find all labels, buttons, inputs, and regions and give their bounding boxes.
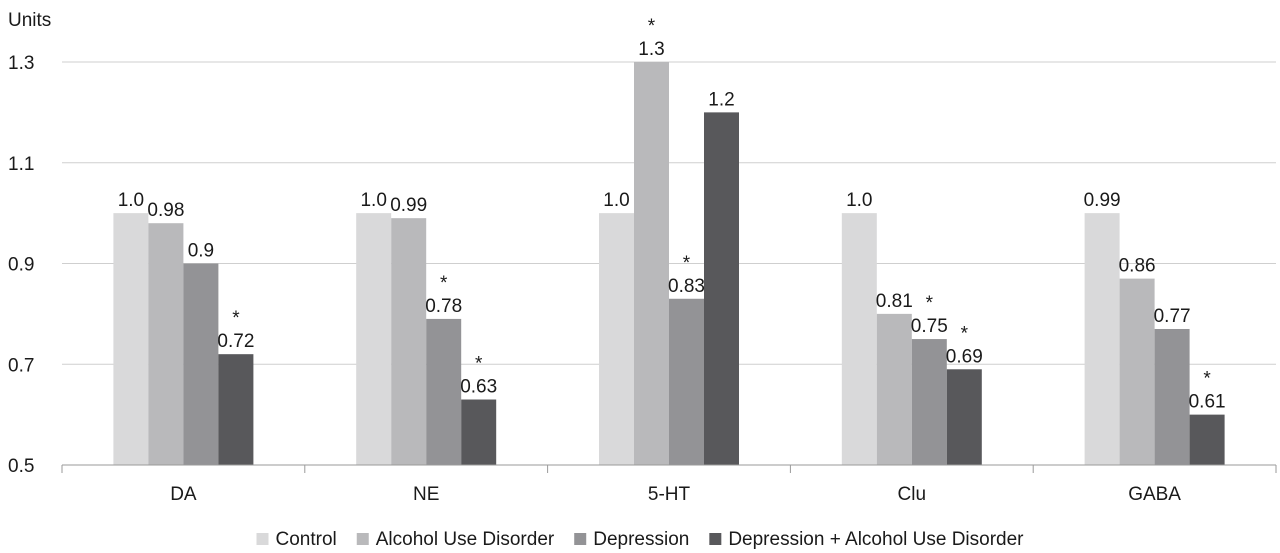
y-axis-unit-label: Units: [8, 10, 51, 31]
bar: [391, 218, 427, 465]
legend-label: Alcohol Use Disorder: [376, 529, 555, 550]
bar: [841, 213, 877, 465]
bar: [1084, 213, 1120, 465]
bar: [183, 263, 219, 465]
bar: [113, 213, 149, 465]
data-label: 0.86: [1119, 256, 1156, 277]
bar: [599, 213, 634, 465]
x-category-label: GABA: [1128, 484, 1181, 505]
x-category-label: DA: [170, 484, 197, 505]
significance-star: *: [440, 273, 448, 294]
y-tick-label: 0.9: [8, 255, 34, 276]
bar: [946, 369, 982, 465]
data-label: 0.78: [425, 296, 462, 317]
data-label: 0.98: [147, 200, 184, 221]
data-label: 0.69: [946, 346, 983, 367]
data-labels: 1.0 0.980.90.72*1.0 0.990.78*0.63*1.01.3*0…: [118, 16, 1226, 413]
data-label: 1.0: [118, 190, 144, 211]
bar: [911, 339, 947, 465]
y-axis-ticks: 0.5 0.7 0.9 1.1 1.3: [8, 53, 34, 477]
x-category-label: 5-HT: [648, 484, 691, 505]
data-label: 0.83: [668, 276, 705, 297]
bar: [704, 112, 739, 465]
significance-star: *: [475, 354, 483, 375]
y-tick-label: 1.1: [8, 154, 34, 175]
y-tick-label: 0.7: [8, 355, 34, 376]
data-label: 0.77: [1154, 306, 1191, 327]
data-label: 1.0: [846, 190, 872, 211]
legend-swatch: [574, 533, 587, 545]
significance-star: *: [961, 323, 969, 344]
bar: [669, 298, 704, 465]
significance-star: *: [1203, 369, 1211, 390]
data-label: 1.0: [360, 190, 386, 211]
significance-star: *: [648, 16, 656, 37]
significance-star: *: [926, 293, 934, 314]
data-label: 1.3: [638, 39, 664, 60]
legend: Control Alcohol Use Disorder Depression Dep…: [256, 529, 1024, 550]
legend-swatch: [256, 533, 269, 545]
significance-star: *: [683, 253, 691, 274]
data-label: 1.0: [603, 190, 629, 211]
legend-label: Depression + Alcohol Use Disorder: [728, 529, 1024, 550]
bar: [876, 313, 912, 465]
bars: [113, 62, 1225, 465]
bar: [1189, 414, 1225, 465]
bar: [218, 354, 254, 465]
bar: [426, 318, 462, 465]
legend-label: Control: [276, 529, 337, 550]
bar: [1119, 278, 1155, 465]
data-label: 0.72: [217, 331, 254, 352]
bar: [634, 62, 669, 465]
y-tick-label: 1.3: [8, 53, 34, 74]
significance-star: *: [232, 308, 240, 329]
legend-item: Alcohol Use Disorder: [356, 529, 555, 550]
legend-item: Control: [256, 529, 337, 550]
legend-label: Depression: [593, 529, 689, 550]
x-axis: DA NE 5-HT Clu GABA: [61, 464, 1277, 505]
x-category-label: NE: [413, 484, 439, 505]
bar: [1154, 328, 1190, 465]
bar: [356, 213, 392, 465]
legend-item: Depression: [574, 529, 689, 550]
legend-swatch: [356, 533, 369, 545]
data-label: 1.2: [708, 89, 734, 110]
legend-swatch: [709, 533, 722, 545]
data-label: 0.63: [460, 377, 497, 398]
bar: [148, 223, 184, 465]
bar: [461, 399, 497, 465]
data-label: 0.61: [1189, 392, 1226, 413]
x-category-label: Clu: [898, 484, 927, 505]
y-tick-label: 0.5: [8, 456, 34, 477]
data-label: 0.99: [390, 195, 427, 216]
data-label: 0.99: [1084, 190, 1121, 211]
legend-item: Depression + Alcohol Use Disorder: [709, 529, 1024, 550]
data-label: 0.75: [911, 316, 948, 337]
data-label: 0.81: [876, 291, 913, 312]
data-label: 0.9: [188, 241, 214, 262]
